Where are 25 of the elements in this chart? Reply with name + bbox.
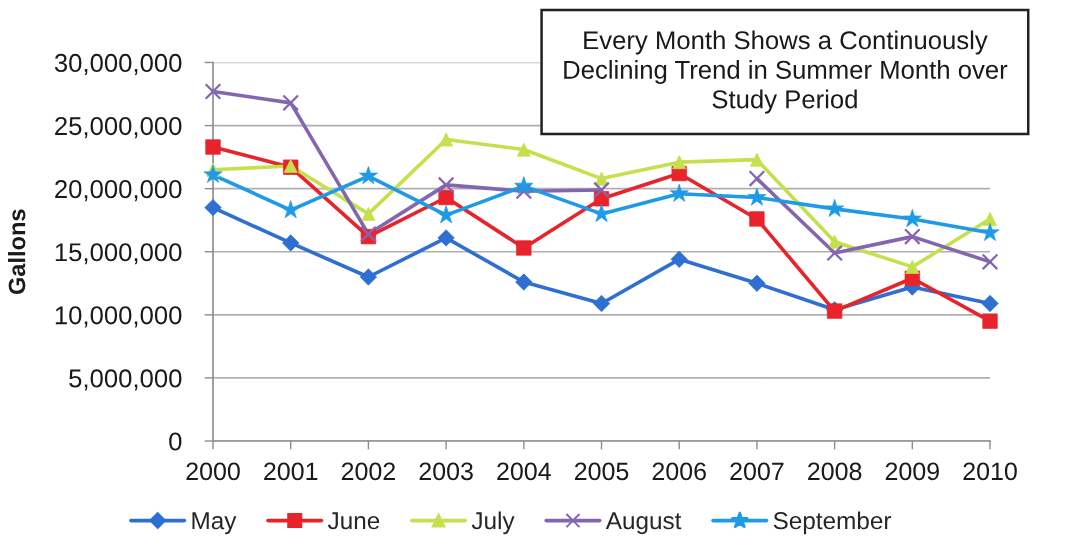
legend-label: September [773,511,892,535]
y-tick-label: 25,000,000 [55,116,182,139]
x-tick-label: 2004 [497,462,551,481]
y-tick-label: 20,000,000 [55,180,182,202]
x-tick-label: 2009 [885,462,939,481]
legend-label: June [327,512,380,530]
y-tick-label: 15,000,000 [55,243,182,265]
x-tick-label: 2003 [419,462,473,481]
legend-label: July [471,511,515,535]
x-tick-label: 2000 [186,462,240,481]
x-tick-label: 2006 [652,462,706,481]
y-tick-label: 30,000,000 [54,53,182,76]
x-tick-label: 2001 [264,462,318,481]
legend-label: May [192,512,237,535]
legend-label: August [605,512,682,535]
x-tick-label: 2008 [808,462,862,481]
y-tick-label: 5,000,000 [69,369,182,391]
x-tick-label: 2007 [730,462,784,481]
annotation: Every Month Shows a Continuously Declining Trend in Summer Month over Study Period [564,30,1008,114]
x-tick-label: 2005 [574,462,629,481]
x-tick-label: 2002 [341,462,395,481]
y-tick-label: 0 [169,432,182,451]
y-axis-title: Gallons [8,209,26,295]
x-tick-label: 2010 [963,462,1017,481]
y-tick-label: 10,000,000 [55,306,182,328]
